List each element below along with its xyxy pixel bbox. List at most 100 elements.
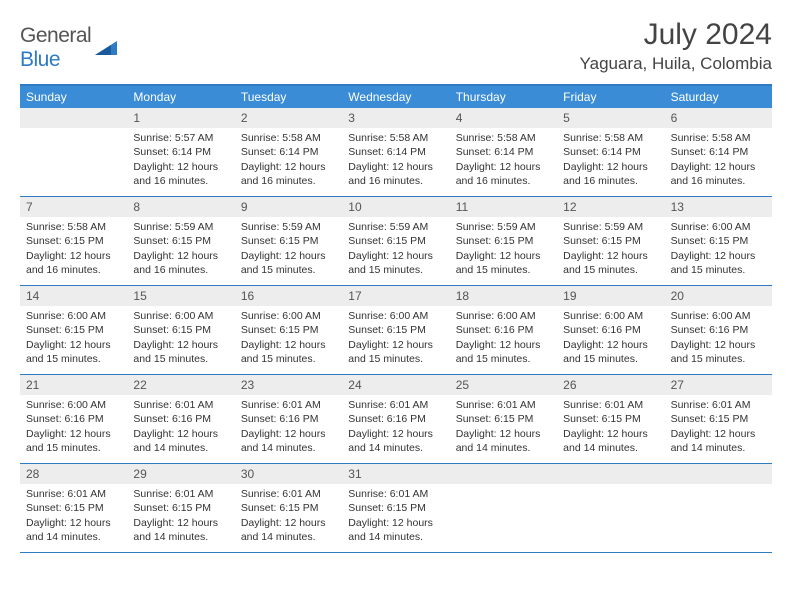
day-cell: 14Sunrise: 6:00 AMSunset: 6:15 PMDayligh… <box>20 286 127 374</box>
day-body: Sunrise: 6:01 AMSunset: 6:15 PMDaylight:… <box>450 395 557 461</box>
day-body: Sunrise: 5:58 AMSunset: 6:14 PMDaylight:… <box>665 128 772 194</box>
day-number: 2 <box>235 108 342 128</box>
day-cell: 23Sunrise: 6:01 AMSunset: 6:16 PMDayligh… <box>235 375 342 463</box>
day-cell: 24Sunrise: 6:01 AMSunset: 6:16 PMDayligh… <box>342 375 449 463</box>
daylight-line: Daylight: 12 hours and 16 minutes. <box>26 249 121 277</box>
day-number: 17 <box>342 286 449 306</box>
day-body: Sunrise: 5:59 AMSunset: 6:15 PMDaylight:… <box>235 217 342 283</box>
daylight-line: Daylight: 12 hours and 14 minutes. <box>456 427 551 455</box>
sunset-line: Sunset: 6:15 PM <box>348 501 443 515</box>
daylight-line: Daylight: 12 hours and 14 minutes. <box>133 516 228 544</box>
day-body: Sunrise: 6:01 AMSunset: 6:16 PMDaylight:… <box>342 395 449 461</box>
day-cell: 20Sunrise: 6:00 AMSunset: 6:16 PMDayligh… <box>665 286 772 374</box>
day-number: 9 <box>235 197 342 217</box>
day-body: Sunrise: 6:01 AMSunset: 6:15 PMDaylight:… <box>342 484 449 550</box>
logo-triangle-icon <box>95 37 117 60</box>
sunset-line: Sunset: 6:16 PM <box>133 412 228 426</box>
sunset-line: Sunset: 6:16 PM <box>456 323 551 337</box>
day-number: 1 <box>127 108 234 128</box>
day-number: 11 <box>450 197 557 217</box>
day-cell: 2Sunrise: 5:58 AMSunset: 6:14 PMDaylight… <box>235 108 342 196</box>
weekday-header: Wednesday <box>342 86 449 108</box>
sunset-line: Sunset: 6:14 PM <box>456 145 551 159</box>
daylight-line: Daylight: 12 hours and 14 minutes. <box>241 427 336 455</box>
sunset-line: Sunset: 6:15 PM <box>671 234 766 248</box>
day-number: 28 <box>20 464 127 484</box>
sunrise-line: Sunrise: 6:01 AM <box>671 398 766 412</box>
day-cell: 28Sunrise: 6:01 AMSunset: 6:15 PMDayligh… <box>20 464 127 552</box>
daylight-line: Daylight: 12 hours and 14 minutes. <box>241 516 336 544</box>
day-number: 24 <box>342 375 449 395</box>
day-body: Sunrise: 6:01 AMSunset: 6:15 PMDaylight:… <box>557 395 664 461</box>
sunset-line: Sunset: 6:15 PM <box>456 234 551 248</box>
day-number: 5 <box>557 108 664 128</box>
sunset-line: Sunset: 6:15 PM <box>348 234 443 248</box>
calendar: SundayMondayTuesdayWednesdayThursdayFrid… <box>20 84 772 553</box>
day-number: 19 <box>557 286 664 306</box>
day-number: 22 <box>127 375 234 395</box>
month-title: July 2024 <box>580 18 772 52</box>
logo-text: General Blue <box>20 24 91 72</box>
day-cell: 5Sunrise: 5:58 AMSunset: 6:14 PMDaylight… <box>557 108 664 196</box>
sunrise-line: Sunrise: 6:00 AM <box>241 309 336 323</box>
sunrise-line: Sunrise: 6:01 AM <box>348 487 443 501</box>
day-cell: 16Sunrise: 6:00 AMSunset: 6:15 PMDayligh… <box>235 286 342 374</box>
sunset-line: Sunset: 6:14 PM <box>563 145 658 159</box>
daylight-line: Daylight: 12 hours and 15 minutes. <box>133 338 228 366</box>
daylight-line: Daylight: 12 hours and 15 minutes. <box>671 338 766 366</box>
day-body: Sunrise: 5:59 AMSunset: 6:15 PMDaylight:… <box>342 217 449 283</box>
day-cell <box>450 464 557 552</box>
sunset-line: Sunset: 6:15 PM <box>133 234 228 248</box>
day-body: Sunrise: 6:00 AMSunset: 6:16 PMDaylight:… <box>557 306 664 372</box>
weekday-header: Friday <box>557 86 664 108</box>
daylight-line: Daylight: 12 hours and 15 minutes. <box>563 249 658 277</box>
day-body: Sunrise: 6:01 AMSunset: 6:15 PMDaylight:… <box>665 395 772 461</box>
daylight-line: Daylight: 12 hours and 16 minutes. <box>563 160 658 188</box>
daylight-line: Daylight: 12 hours and 16 minutes. <box>456 160 551 188</box>
day-cell: 30Sunrise: 6:01 AMSunset: 6:15 PMDayligh… <box>235 464 342 552</box>
sunrise-line: Sunrise: 6:00 AM <box>133 309 228 323</box>
daylight-line: Daylight: 12 hours and 15 minutes. <box>456 249 551 277</box>
day-cell <box>557 464 664 552</box>
day-body: Sunrise: 6:00 AMSunset: 6:15 PMDaylight:… <box>235 306 342 372</box>
daylight-line: Daylight: 12 hours and 15 minutes. <box>348 249 443 277</box>
sunset-line: Sunset: 6:15 PM <box>26 501 121 515</box>
day-number-empty <box>450 464 557 484</box>
week-row: 7Sunrise: 5:58 AMSunset: 6:15 PMDaylight… <box>20 197 772 286</box>
day-number: 3 <box>342 108 449 128</box>
logo-text-general: General <box>20 24 91 47</box>
sunrise-line: Sunrise: 6:00 AM <box>671 309 766 323</box>
day-number: 15 <box>127 286 234 306</box>
sunset-line: Sunset: 6:15 PM <box>133 323 228 337</box>
sunrise-line: Sunrise: 6:01 AM <box>133 398 228 412</box>
sunrise-line: Sunrise: 5:59 AM <box>133 220 228 234</box>
sunrise-line: Sunrise: 6:00 AM <box>26 309 121 323</box>
day-number: 6 <box>665 108 772 128</box>
sunrise-line: Sunrise: 6:01 AM <box>26 487 121 501</box>
sunset-line: Sunset: 6:14 PM <box>133 145 228 159</box>
day-number: 12 <box>557 197 664 217</box>
sunset-line: Sunset: 6:15 PM <box>241 323 336 337</box>
day-number: 13 <box>665 197 772 217</box>
sunset-line: Sunset: 6:15 PM <box>241 501 336 515</box>
day-number-empty <box>557 464 664 484</box>
day-number: 26 <box>557 375 664 395</box>
daylight-line: Daylight: 12 hours and 16 minutes. <box>241 160 336 188</box>
sunrise-line: Sunrise: 6:01 AM <box>133 487 228 501</box>
sunrise-line: Sunrise: 5:58 AM <box>26 220 121 234</box>
daylight-line: Daylight: 12 hours and 15 minutes. <box>671 249 766 277</box>
location: Yaguara, Huila, Colombia <box>580 54 772 74</box>
day-number: 16 <box>235 286 342 306</box>
day-body: Sunrise: 6:01 AMSunset: 6:15 PMDaylight:… <box>20 484 127 550</box>
sunrise-line: Sunrise: 5:58 AM <box>456 131 551 145</box>
daylight-line: Daylight: 12 hours and 15 minutes. <box>26 338 121 366</box>
daylight-line: Daylight: 12 hours and 15 minutes. <box>456 338 551 366</box>
weekday-header: Saturday <box>665 86 772 108</box>
sunrise-line: Sunrise: 6:01 AM <box>241 487 336 501</box>
sunrise-line: Sunrise: 6:00 AM <box>26 398 121 412</box>
day-body: Sunrise: 6:00 AMSunset: 6:16 PMDaylight:… <box>450 306 557 372</box>
daylight-line: Daylight: 12 hours and 14 minutes. <box>348 516 443 544</box>
sunset-line: Sunset: 6:14 PM <box>671 145 766 159</box>
sunset-line: Sunset: 6:16 PM <box>348 412 443 426</box>
sunrise-line: Sunrise: 5:58 AM <box>241 131 336 145</box>
